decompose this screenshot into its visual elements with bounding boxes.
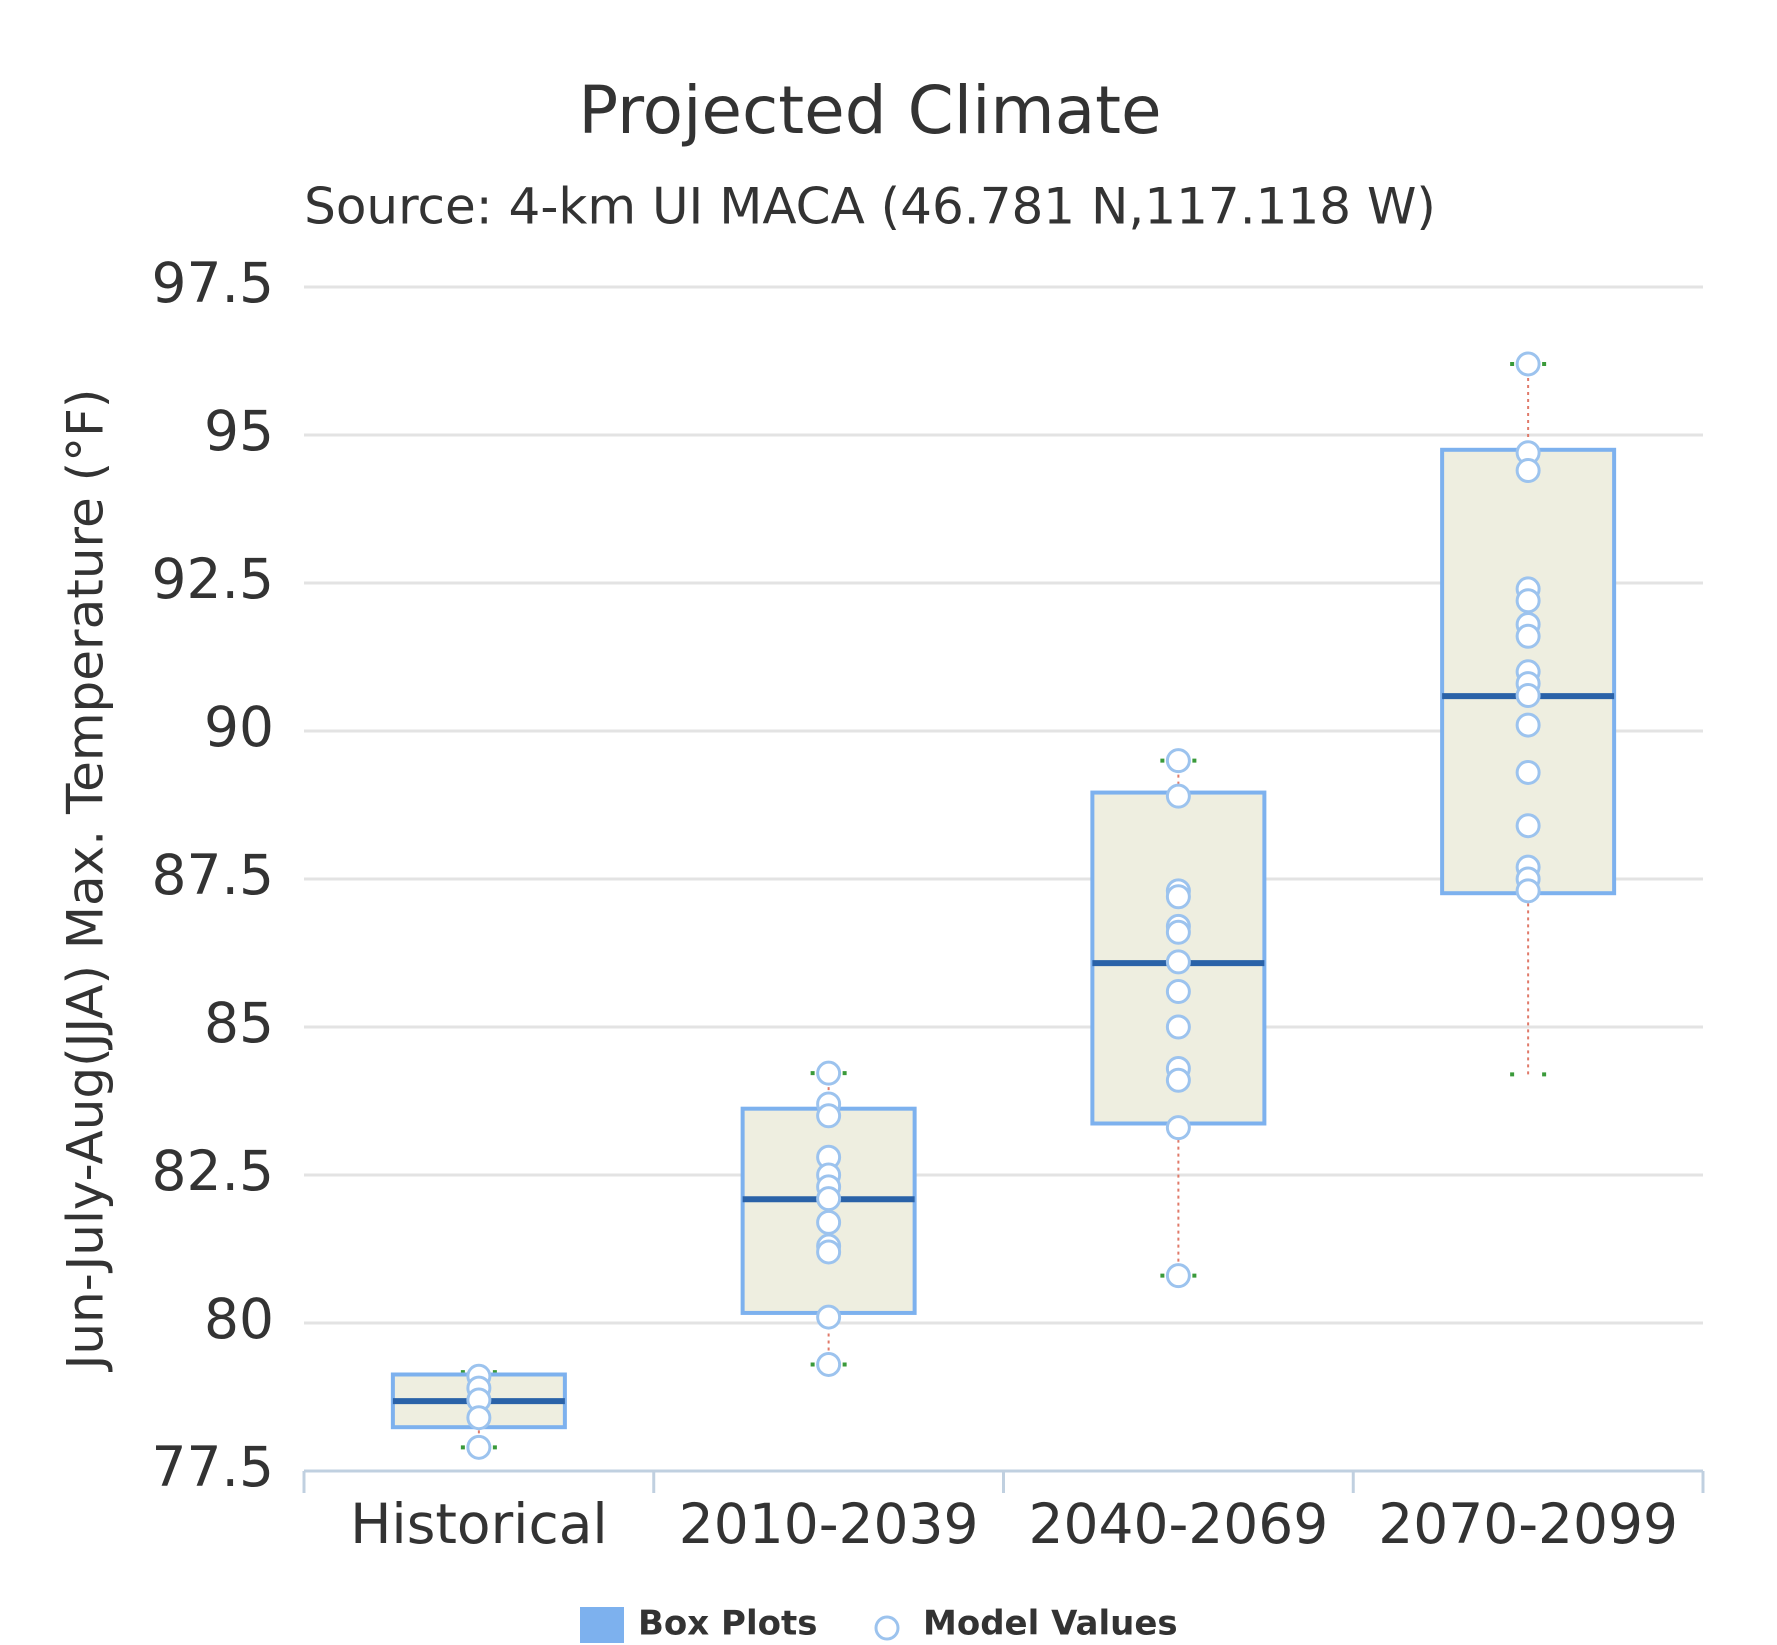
model-point: [1515, 712, 1541, 738]
model-point: [1515, 351, 1541, 377]
model-point: [1515, 878, 1541, 904]
legend-label: Model Values: [923, 1604, 1178, 1644]
model-point: [1515, 759, 1541, 785]
model-point: [1165, 1263, 1191, 1289]
model-point: [466, 1405, 492, 1431]
y-tick-label: 90: [204, 695, 274, 759]
model-point: [1515, 682, 1541, 708]
model-point: [816, 1304, 842, 1330]
chart-title: Projected Climate: [578, 72, 1161, 149]
y-tick-label: 87.5: [152, 843, 274, 907]
model-point: [1165, 978, 1191, 1004]
y-tick-label: 97.5: [152, 251, 274, 315]
model-point: [1515, 458, 1541, 484]
model-point: [1165, 748, 1191, 774]
chart-subtitle: Source: 4-km UI MACA (46.781 N,117.118 W…: [304, 178, 1436, 236]
model-point: [816, 1103, 842, 1129]
model-point: [466, 1434, 492, 1460]
y-tick-label: 92.5: [152, 547, 274, 611]
model-point: [1515, 813, 1541, 839]
model-point: [1165, 1115, 1191, 1141]
model-point: [816, 1060, 842, 1086]
model-point: [816, 1209, 842, 1235]
model-point: [1165, 783, 1191, 809]
y-axis-label: Jun-July-Aug(JJA) Max. Temperature (°F): [57, 389, 115, 1373]
y-tick-label: 82.5: [152, 1139, 274, 1203]
model-point: [816, 1186, 842, 1212]
model-point: [816, 1351, 842, 1377]
x-tick-label: 2070-2099: [1378, 1492, 1678, 1556]
y-tick-label: 77.5: [152, 1435, 274, 1499]
model-point: [1165, 1067, 1191, 1093]
legend-label: Box Plots: [638, 1604, 817, 1644]
model-point: [816, 1239, 842, 1265]
model-point: [1515, 623, 1541, 649]
model-point: [1515, 588, 1541, 614]
model-point: [1165, 1014, 1191, 1040]
y-tick-label: 80: [204, 1287, 274, 1351]
x-tick-label: Historical: [350, 1492, 608, 1556]
model-point: [1165, 919, 1191, 945]
y-tick-label: 95: [204, 399, 274, 463]
legend-swatch: [580, 1607, 624, 1643]
y-tick-label: 85: [204, 991, 274, 1055]
x-tick-label: 2040-2069: [1028, 1492, 1328, 1556]
legend-swatch: [874, 1615, 900, 1641]
model-point: [1165, 949, 1191, 975]
x-tick-label: 2010-2039: [679, 1492, 979, 1556]
model-point: [1165, 884, 1191, 910]
